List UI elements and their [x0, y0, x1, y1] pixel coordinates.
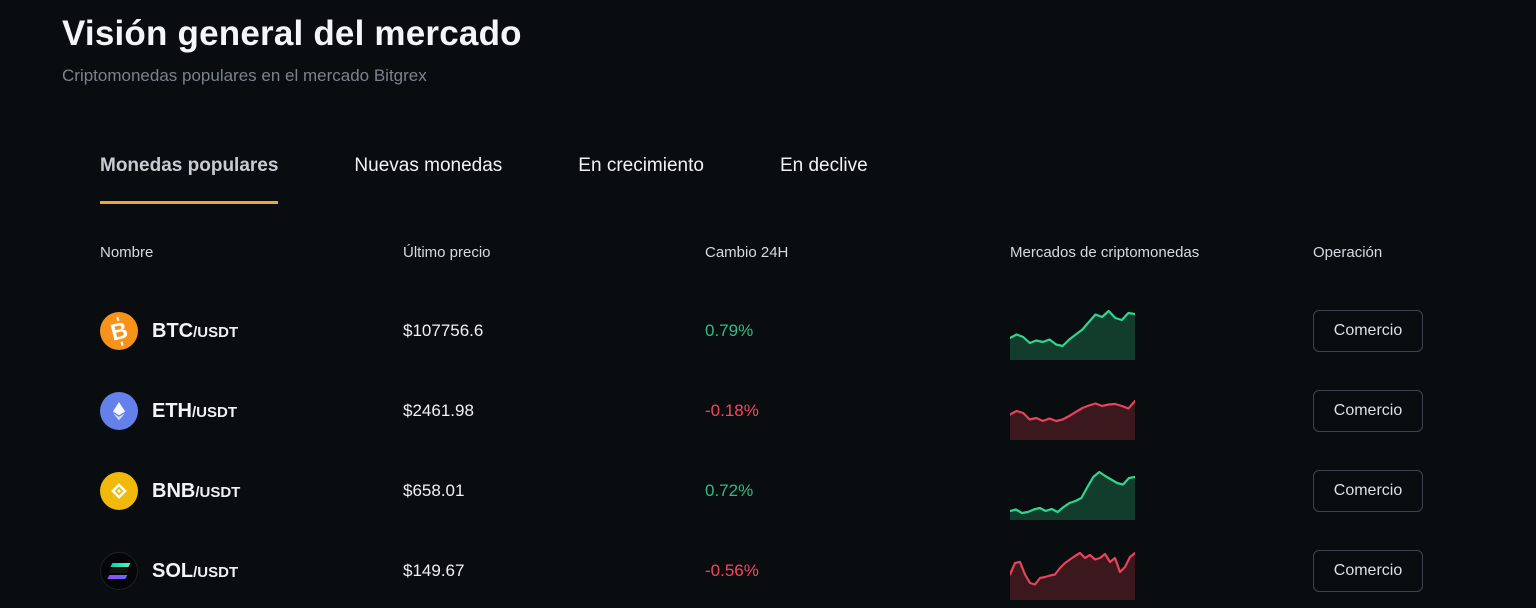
tab-en-crecimiento[interactable]: En crecimiento [578, 155, 704, 176]
last-price: $149.67 [403, 561, 465, 580]
header-cambio-24h: Cambio 24H [705, 244, 789, 261]
last-price: $107756.6 [403, 321, 484, 340]
pair-name: SOL/USDT [152, 559, 239, 582]
change-24h: -0.56% [705, 561, 759, 580]
change-24h: 0.72% [705, 481, 754, 500]
tab-nuevas-monedas[interactable]: Nuevas monedas [354, 155, 503, 176]
header-operacion: Operación [1313, 244, 1383, 261]
page-subtitle: Criptomonedas populares en el mercado Bi… [62, 66, 427, 85]
pair-name: ETH/USDT [152, 399, 237, 422]
market-tabs: Monedas populares Nuevas monedas En crec… [100, 155, 868, 204]
sparkline-chart [1008, 542, 1137, 600]
page-title: Visión general del mercado [62, 14, 522, 53]
pair-cell[interactable]: B BTC/USDT [100, 312, 403, 350]
bnb-icon [100, 472, 138, 510]
sparkline-chart [1008, 462, 1137, 520]
header-mercados: Mercados de criptomonedas [1010, 244, 1200, 261]
table-header-row: Nombre Último precio Cambio 24H Mercados… [100, 238, 1536, 291]
trade-button[interactable]: Comercio [1313, 310, 1423, 352]
last-price: $658.01 [403, 481, 465, 500]
trade-button[interactable]: Comercio [1313, 390, 1423, 432]
change-24h: 0.79% [705, 321, 754, 340]
page-header: Visión general del mercado Criptomonedas… [62, 14, 522, 86]
table-row: BNB/USDT $658.01 0.72% Comercio [100, 451, 1536, 531]
pair-cell[interactable]: BNB/USDT [100, 472, 403, 510]
table-row: SOL/USDT $149.67 -0.56% Comercio [100, 531, 1536, 608]
change-24h: -0.18% [705, 401, 759, 420]
pair-name: BTC/USDT [152, 319, 239, 342]
pair-cell[interactable]: SOL/USDT [100, 552, 403, 590]
pair-cell[interactable]: ETH/USDT [100, 392, 403, 430]
table-row: ETH/USDT $2461.98 -0.18% Comercio [100, 371, 1536, 451]
tab-monedas-populares[interactable]: Monedas populares [100, 155, 279, 204]
table-row: B BTC/USDT $107756.6 0.79% Comercio [100, 291, 1536, 371]
tab-en-declive[interactable]: En declive [779, 155, 868, 176]
sol-icon [100, 552, 138, 590]
btc-icon: B [100, 312, 138, 350]
eth-icon [100, 392, 138, 430]
sparkline-chart [1008, 302, 1137, 360]
sparkline-chart [1008, 382, 1137, 440]
last-price: $2461.98 [403, 401, 474, 420]
header-nombre: Nombre [100, 244, 154, 261]
pair-name: BNB/USDT [152, 479, 241, 502]
markets-table: Nombre Último precio Cambio 24H Mercados… [100, 238, 1536, 608]
trade-button[interactable]: Comercio [1313, 470, 1423, 512]
trade-button[interactable]: Comercio [1313, 550, 1423, 592]
header-ultimo-precio: Último precio [403, 244, 491, 261]
